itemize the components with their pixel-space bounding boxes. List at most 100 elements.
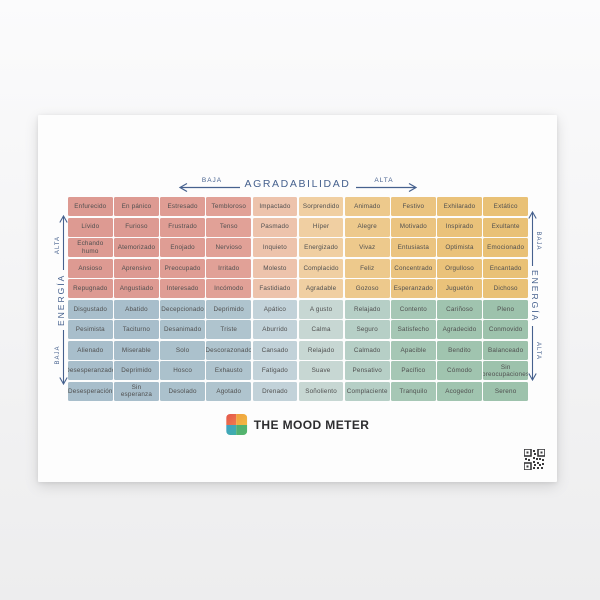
mood-cell: Descorazonado — [206, 340, 252, 360]
mood-cell: Feliz — [344, 258, 390, 278]
mood-cell: Enojado — [160, 238, 205, 258]
mood-cell: Emocionado — [483, 238, 528, 258]
mood-cell: Pacífico — [391, 361, 436, 381]
mood-cell: Drenado — [252, 381, 298, 401]
mood-cell: Inspirado — [437, 217, 482, 237]
mood-cell: Molesto — [252, 258, 298, 278]
mood-cell: Irritado — [206, 258, 252, 278]
mood-cell: Exultante — [483, 217, 528, 237]
qr-code-icon — [524, 449, 545, 470]
mood-cell: Fatigado — [252, 361, 298, 381]
mood-cell: Cómodo — [437, 361, 482, 381]
mood-meter-logo-icon — [225, 414, 247, 435]
energy-axis-right: BAJA ENERGÍA ALTA — [528, 210, 546, 386]
mood-cell: Relajado — [344, 299, 390, 319]
mood-cell: A gusto — [298, 299, 344, 319]
energy-axis-left: BAJA ENERGÍA ALTA — [50, 210, 68, 386]
mood-cell: Calmado — [344, 340, 390, 360]
pleasantness-axis-label: AGRADABILIDAD — [244, 178, 351, 190]
mood-cell: Contento — [391, 299, 436, 319]
mood-cell: Sorprendido — [298, 197, 344, 217]
energy-high-label: ALTA — [535, 342, 541, 360]
mood-cell: Aprensivo — [114, 258, 159, 278]
mood-grid: Enfurecido En pánico Estresado Tembloroso Im… — [68, 197, 528, 401]
mood-cell: Alegre — [344, 217, 390, 237]
mood-cell: Agradable — [298, 279, 344, 299]
mood-cell: Interesado — [160, 279, 205, 299]
mood-cell: Cansado — [252, 340, 298, 360]
arrow-right-icon: ALTA — [355, 177, 417, 192]
mood-cell: Agradecido — [437, 320, 482, 340]
mood-cell: Miserable — [114, 340, 159, 360]
mood-cell: Híper — [298, 217, 344, 237]
mood-cell: Sereno — [483, 381, 528, 401]
mood-cell: Desolado — [160, 381, 205, 401]
mood-cell: Satisfecho — [391, 320, 436, 340]
mood-cell: Abatido — [114, 299, 159, 319]
mood-cell: Apacible — [391, 340, 436, 360]
arrow-right-icon: ALTA — [55, 214, 68, 270]
energy-axis-label: ENERGÍA — [530, 270, 540, 323]
mood-cell: Incómodo — [206, 279, 252, 299]
mood-cell: Encantado — [483, 258, 528, 278]
mood-cell: Lívido — [68, 217, 113, 237]
mood-cell: Gozoso — [344, 279, 390, 299]
mood-cell: Impactado — [252, 197, 298, 217]
mood-cell: Deprimido — [114, 361, 159, 381]
arrow-left-icon: BAJA — [55, 330, 68, 386]
mood-cell: Exhilarado — [437, 197, 482, 217]
mood-cell: Calma — [298, 320, 344, 340]
energy-axis-label: ENERGÍA — [56, 273, 66, 326]
logo-quadrant-yellow — [236, 414, 247, 425]
mood-meter-poster: BAJA AGRADABILIDAD ALTA BAJA ENERGÍA ALT… — [38, 115, 557, 482]
mood-cell: Festivo — [391, 197, 436, 217]
mood-cell: Pasmado — [252, 217, 298, 237]
mood-cell: Pleno — [483, 299, 528, 319]
mood-cell: Nervioso — [206, 238, 252, 258]
mood-cell: Optimista — [437, 238, 482, 258]
mood-cell: Enfurecido — [68, 197, 113, 217]
energy-high-label: ALTA — [55, 236, 61, 254]
mood-cell: Complacido — [298, 258, 344, 278]
mood-cell: Bendito — [437, 340, 482, 360]
mood-cell: Suave — [298, 361, 344, 381]
mood-cell: Balanceado — [483, 340, 528, 360]
mood-cell: Cariñoso — [437, 299, 482, 319]
mood-cell: Acogedor — [437, 381, 482, 401]
mood-cell: Pensativo — [344, 361, 390, 381]
mood-cell: Preocupado — [160, 258, 205, 278]
mood-cell: Estresado — [160, 197, 205, 217]
mood-cell: Animado — [344, 197, 390, 217]
brand-name: THE MOOD METER — [253, 417, 370, 432]
logo-quadrant-blue — [225, 424, 237, 435]
mood-cell: Tranquilo — [391, 381, 436, 401]
mood-cell: Sin preocupaciones — [483, 361, 528, 381]
mood-cell: Echando humo — [68, 238, 113, 258]
mood-cell: Tenso — [206, 217, 252, 237]
arrow-left-icon: BAJA — [178, 177, 240, 192]
arrow-left-icon: BAJA — [528, 210, 541, 266]
mood-cell: Tembloroso — [206, 197, 252, 217]
mood-cell: Dichoso — [483, 279, 528, 299]
mood-cell: Apático — [252, 299, 298, 319]
mood-cell: Concentrado — [391, 258, 436, 278]
mood-cell: Inquieto — [252, 238, 298, 258]
mood-cell: Orgulloso — [437, 258, 482, 278]
mood-cell: Motivado — [391, 217, 436, 237]
mood-cell: Desesperanzado — [68, 361, 113, 381]
mood-cell: Relajado — [298, 340, 344, 360]
mood-cell: Energizado — [298, 238, 344, 258]
mood-cell: Disgustado — [68, 299, 113, 319]
mood-cell: Furioso — [114, 217, 159, 237]
mood-cell: Ansioso — [68, 258, 113, 278]
mood-cell: En pánico — [114, 197, 159, 217]
logo-quadrant-green — [236, 424, 247, 435]
mood-cell: Triste — [206, 320, 252, 340]
mood-cell: Aburrido — [252, 320, 298, 340]
mood-cell: Seguro — [344, 320, 390, 340]
mood-cell: Agotado — [206, 381, 252, 401]
mood-cell: Hosco — [160, 361, 205, 381]
mood-cell: Sin esperanza — [114, 381, 159, 401]
mood-cell: Alienado — [68, 340, 113, 360]
mood-cell: Angustiado — [114, 279, 159, 299]
